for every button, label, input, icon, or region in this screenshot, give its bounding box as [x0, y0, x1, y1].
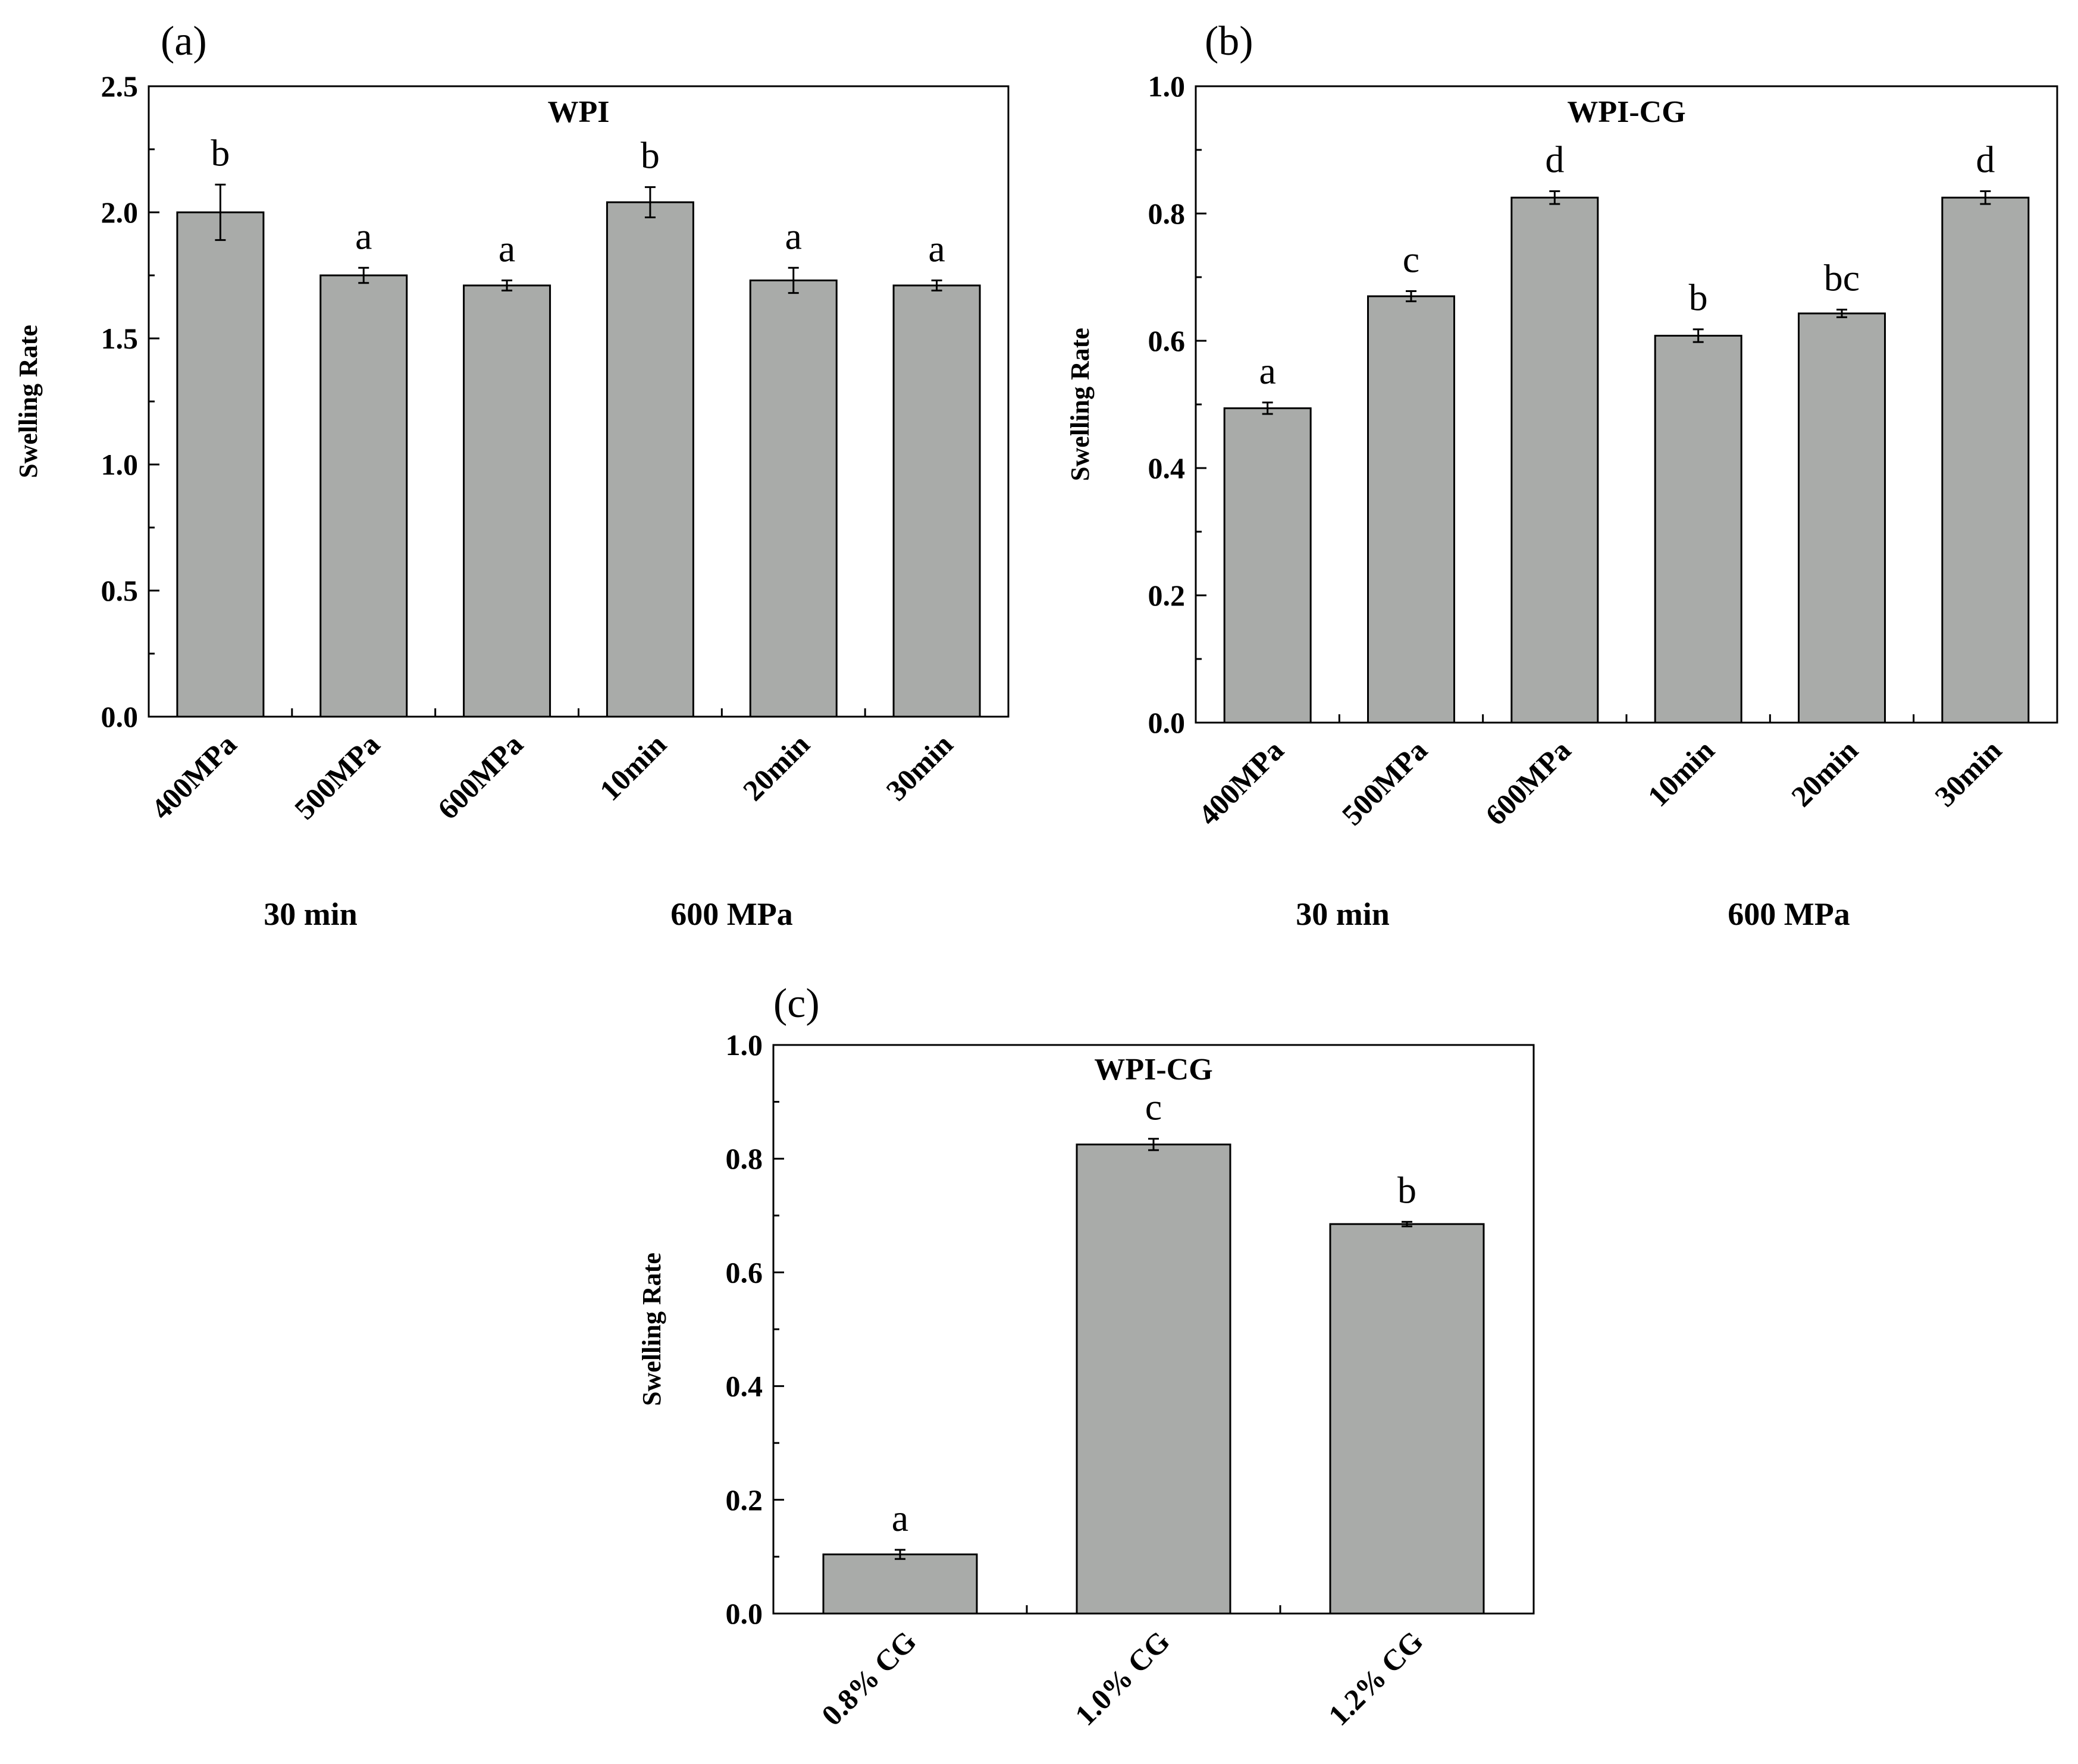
y-tick-label: 2.5	[101, 70, 139, 103]
panel-a-chart: (a) WPI 0.0 0.5 1.0 1.5 2.0 2.5 Swelling Rate b 40…	[14, 18, 1010, 932]
x-tick-label: 400MPa	[145, 727, 243, 825]
significance-label: c	[1145, 1086, 1162, 1128]
y-tick-label: 1.0	[101, 448, 139, 481]
y-axis-label: Swelling Rate	[1065, 328, 1095, 481]
significance-label: a	[928, 227, 945, 269]
panel-c-chart: (c) WPI-CG 0.0 0.2 0.4 0.6 0.8 1.0 Swelling Rate…	[637, 981, 1535, 1732]
significance-label: b	[641, 134, 660, 177]
y-tick-label: 0.0	[101, 700, 139, 733]
panel-label: (a)	[161, 18, 207, 64]
bar	[1941, 196, 2030, 724]
significance-label: a	[1259, 350, 1275, 392]
y-tick-label: 1.0	[1148, 70, 1186, 103]
x-tick-label: 400MPa	[1192, 733, 1290, 831]
significance-label: a	[785, 215, 802, 257]
y-tick-label: 0.8	[726, 1142, 763, 1175]
bar	[749, 279, 838, 718]
y-tick-label: 0.8	[1148, 197, 1186, 230]
bar	[1510, 196, 1599, 724]
y-axis-label: Swelling Rate	[637, 1253, 666, 1406]
x-tick-label: 0.8% CG	[815, 1624, 923, 1732]
significance-label: d	[1545, 139, 1564, 181]
y-tick-label: 0.2	[1148, 579, 1186, 612]
significance-label: d	[1976, 139, 1995, 181]
significance-label: bc	[1824, 257, 1860, 299]
panel-b-chart: (b) WPI-CG 0.0 0.2 0.4 0.6 0.8 1.0 Swelling Rate…	[1065, 18, 2058, 932]
x-tick-label: 1.2% CG	[1322, 1624, 1430, 1732]
group-label: 600 MPa	[1728, 896, 1850, 932]
bar	[1654, 334, 1742, 724]
x-tick-label: 600MPa	[431, 727, 529, 825]
x-tick-label: 10min	[1641, 733, 1721, 813]
y-tick-label: 0.2	[726, 1483, 763, 1517]
y-tick-label: 0.6	[1148, 324, 1186, 357]
x-tick-label: 30min	[879, 727, 959, 807]
panel-label: (c)	[773, 981, 820, 1027]
bar	[463, 284, 551, 718]
panel-label: (b)	[1205, 18, 1253, 64]
x-tick-label: 1.0% CG	[1068, 1624, 1176, 1732]
bar	[822, 1553, 978, 1615]
bar	[1076, 1143, 1231, 1615]
chart-title: WPI-CG	[1567, 95, 1685, 129]
chart-title: WPI	[548, 95, 610, 129]
y-tick-label: 0.6	[726, 1255, 763, 1289]
x-tick-label: 500MPa	[1336, 733, 1434, 831]
y-tick-label: 0.5	[101, 574, 139, 607]
y-tick-label: 0.4	[1148, 451, 1186, 485]
significance-label: a	[499, 227, 515, 269]
y-tick-label: 0.4	[726, 1370, 763, 1403]
significance-label: a	[355, 215, 372, 257]
significance-label: b	[1689, 277, 1708, 319]
bar	[1798, 312, 1886, 724]
group-label: 30 min	[264, 896, 358, 932]
y-tick-label: 0.0	[726, 1597, 763, 1630]
bar	[606, 201, 694, 718]
significance-label: b	[1397, 1169, 1416, 1211]
group-label: 600 MPa	[670, 896, 792, 932]
x-tick-label: 30min	[1928, 733, 2008, 813]
significance-label: c	[1403, 238, 1419, 281]
y-tick-label: 1.5	[101, 322, 139, 355]
y-axis-label: Swelling Rate	[14, 325, 43, 478]
y-tick-label: 0.0	[1148, 706, 1186, 739]
bar	[1223, 407, 1312, 724]
significance-label: b	[211, 131, 230, 174]
bar	[176, 211, 265, 718]
x-tick-label: 20min	[736, 727, 816, 807]
group-label: 30 min	[1296, 896, 1390, 932]
x-tick-label: 500MPa	[288, 727, 386, 825]
x-tick-label: 20min	[1785, 733, 1864, 813]
plot-frame	[1195, 85, 2058, 724]
plot-frame	[148, 85, 1010, 718]
y-tick-label: 2.0	[101, 196, 139, 229]
bar	[319, 274, 408, 718]
bar	[892, 284, 981, 718]
bar	[1367, 295, 1455, 724]
x-tick-label: 600MPa	[1479, 733, 1577, 831]
chart-title: WPI-CG	[1094, 1053, 1212, 1087]
bar	[1329, 1223, 1485, 1615]
y-tick-label: 1.0	[726, 1028, 763, 1062]
significance-label: a	[892, 1497, 908, 1539]
x-tick-label: 10min	[593, 727, 673, 807]
